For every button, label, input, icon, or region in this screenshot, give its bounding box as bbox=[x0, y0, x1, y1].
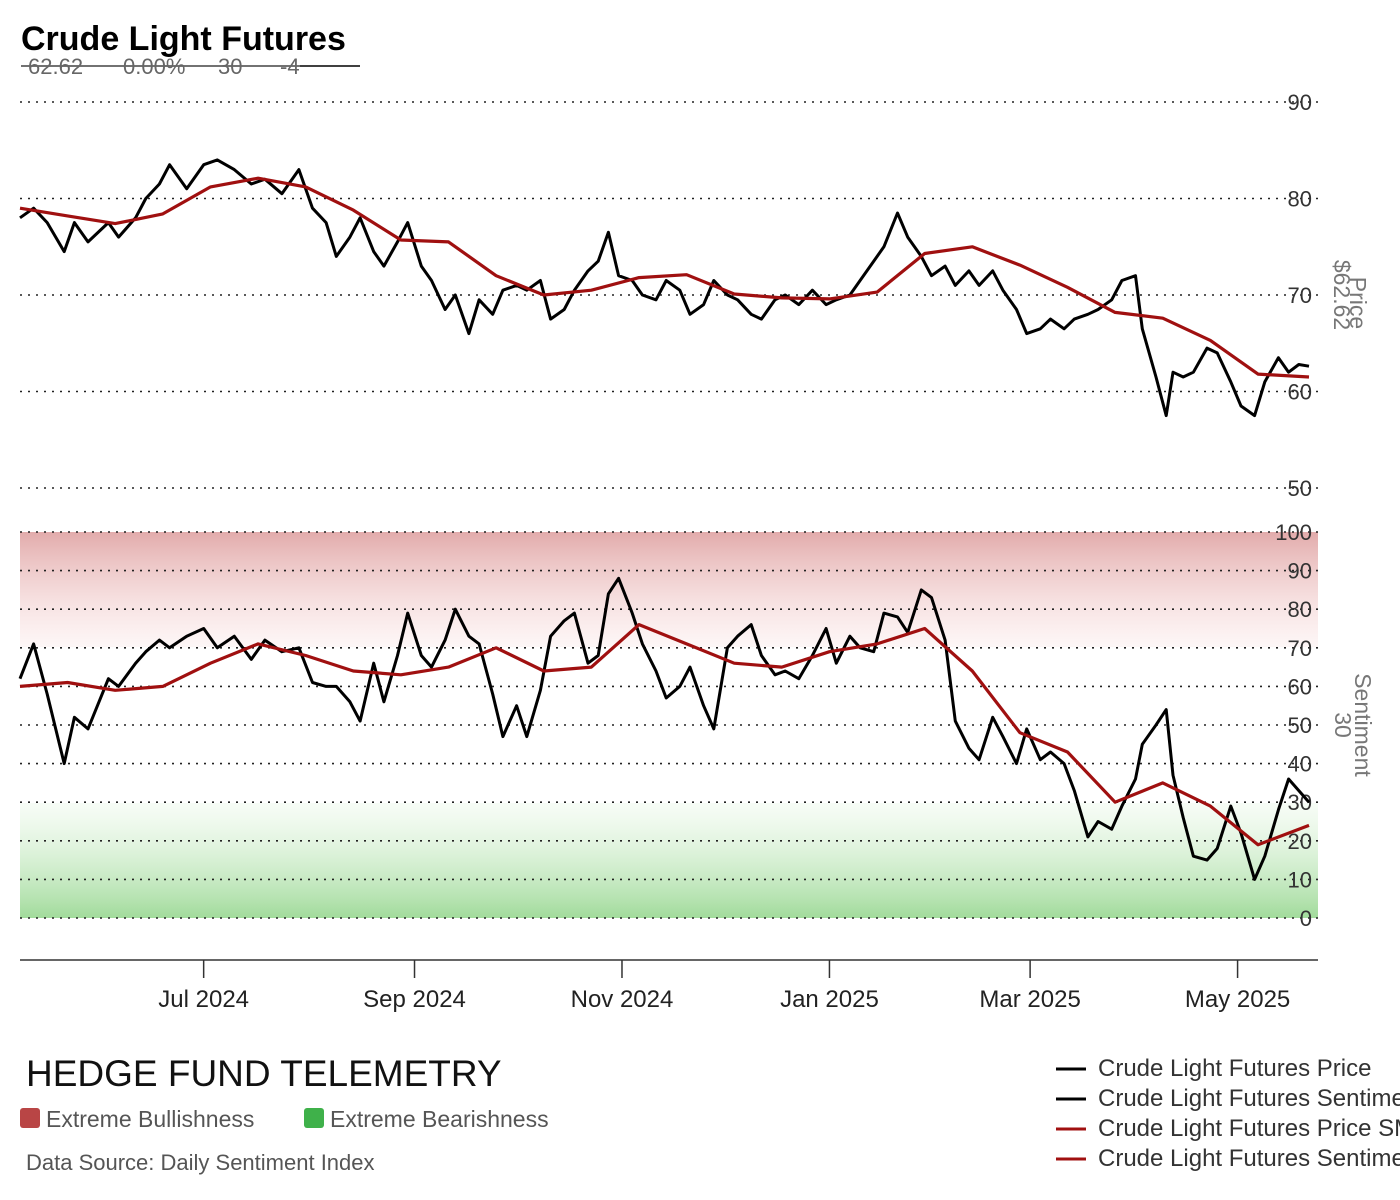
price-axis-value: $62.62 bbox=[1329, 260, 1355, 330]
price-tick-label: 60 bbox=[1288, 380, 1312, 405]
extreme-bullish-zone bbox=[20, 532, 1318, 647]
series-layer bbox=[18, 158, 1311, 881]
price-line bbox=[19, 158, 1310, 418]
x-tick-label: Mar 2025 bbox=[979, 986, 1080, 1013]
bullish-swatch bbox=[20, 1108, 40, 1128]
data-source: Data Source: Daily Sentiment Index bbox=[26, 1150, 375, 1175]
brand-name: HEDGE FUND TELEMETRY bbox=[26, 1053, 502, 1094]
sentiment-tick-label: 70 bbox=[1288, 636, 1312, 661]
bullish-label: Extreme Bullishness bbox=[46, 1106, 254, 1132]
sentiment-line bbox=[18, 576, 1311, 881]
bearish-swatch bbox=[304, 1108, 324, 1128]
extreme-bearish-zone bbox=[20, 803, 1318, 918]
legend-label-price-sma[interactable]: Crude Light Futures Price SMA bbox=[1098, 1115, 1400, 1142]
sentiment-tick-label: 60 bbox=[1288, 674, 1312, 699]
sentiment-tick-label: 90 bbox=[1288, 559, 1312, 584]
legend-label-sentiment[interactable]: Crude Light Futures Sentiment bbox=[1098, 1085, 1400, 1112]
price-sma-line bbox=[19, 176, 1310, 379]
x-tick-label: Jan 2025 bbox=[780, 986, 879, 1013]
price-tick-label: 90 bbox=[1288, 90, 1312, 115]
chart-title: Crude Light Futures bbox=[21, 20, 346, 58]
sentiment-tick-label: 80 bbox=[1288, 597, 1312, 622]
legend: Crude Light Futures Price Crude Light Fu… bbox=[1056, 1055, 1400, 1172]
x-tick-label: May 2025 bbox=[1185, 986, 1290, 1013]
sentiment-tick-label: 10 bbox=[1288, 867, 1312, 892]
bearish-label: Extreme Bearishness bbox=[330, 1106, 549, 1132]
x-tick-label: Nov 2024 bbox=[571, 986, 674, 1013]
price-grid: 50 60 70 80 90 bbox=[20, 90, 1318, 501]
sentiment-axis-title: Sentiment bbox=[1350, 673, 1376, 777]
price-tick-label: 80 bbox=[1288, 187, 1312, 212]
sentiment-tick-label: 50 bbox=[1288, 713, 1312, 738]
price-axis-title: Price bbox=[1345, 277, 1371, 329]
legend-label-sentiment-sma[interactable]: Crude Light Futures Sentiment SMA bbox=[1098, 1145, 1400, 1172]
price-tick-label: 50 bbox=[1288, 476, 1312, 501]
sentiment-sma-line bbox=[19, 623, 1310, 847]
sentiment-tick-label: 100 bbox=[1275, 520, 1312, 545]
x-axis: Jul 2024 Sep 2024 Nov 2024 Jan 2025 Mar 2025… bbox=[158, 960, 1290, 1013]
x-tick-label: Sep 2024 bbox=[363, 986, 466, 1013]
sentiment-axis-value: 30 bbox=[1330, 712, 1356, 738]
sentiment-tick-label: 40 bbox=[1288, 752, 1312, 777]
price-tick-label: 70 bbox=[1288, 283, 1312, 308]
legend-label-price[interactable]: Crude Light Futures Price bbox=[1098, 1055, 1371, 1082]
x-tick-label: Jul 2024 bbox=[158, 986, 249, 1013]
sentiment-tick-label: 0 bbox=[1300, 906, 1312, 931]
